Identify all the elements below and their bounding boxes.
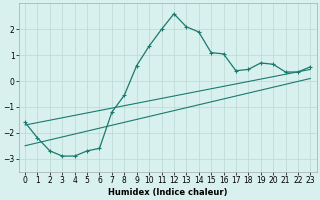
X-axis label: Humidex (Indice chaleur): Humidex (Indice chaleur) bbox=[108, 188, 228, 197]
